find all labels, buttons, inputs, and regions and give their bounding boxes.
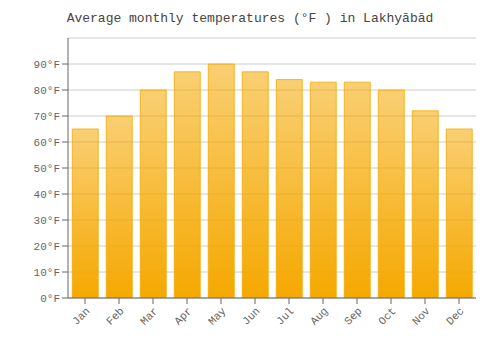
svg-text:0°F: 0°F [40, 293, 60, 305]
svg-text:50°F: 50°F [34, 163, 60, 175]
svg-text:Mar: Mar [138, 305, 160, 327]
svg-text:Jul: Jul [274, 305, 296, 327]
svg-text:Sep: Sep [342, 305, 364, 327]
svg-text:Dec: Dec [444, 305, 466, 327]
svg-text:10°F: 10°F [34, 267, 60, 279]
svg-text:Jun: Jun [240, 305, 262, 327]
svg-text:60°F: 60°F [34, 137, 60, 149]
svg-text:80°F: 80°F [34, 85, 60, 97]
svg-text:Feb: Feb [104, 305, 126, 327]
svg-text:30°F: 30°F [34, 215, 60, 227]
svg-text:70°F: 70°F [34, 111, 60, 123]
svg-text:40°F: 40°F [34, 189, 60, 201]
svg-text:Nov: Nov [410, 305, 433, 328]
svg-text:Aug: Aug [308, 305, 330, 327]
svg-text:90°F: 90°F [34, 59, 60, 71]
svg-text:Jan: Jan [70, 305, 92, 327]
svg-text:20°F: 20°F [34, 241, 60, 253]
svg-text:Apr: Apr [172, 305, 194, 327]
html-text:Average monthly temperatures (: Average monthly temperatures (°F ) in La… [66, 11, 434, 26]
svg-text:May: May [206, 305, 229, 328]
svg-text:Oct: Oct [376, 305, 398, 327]
